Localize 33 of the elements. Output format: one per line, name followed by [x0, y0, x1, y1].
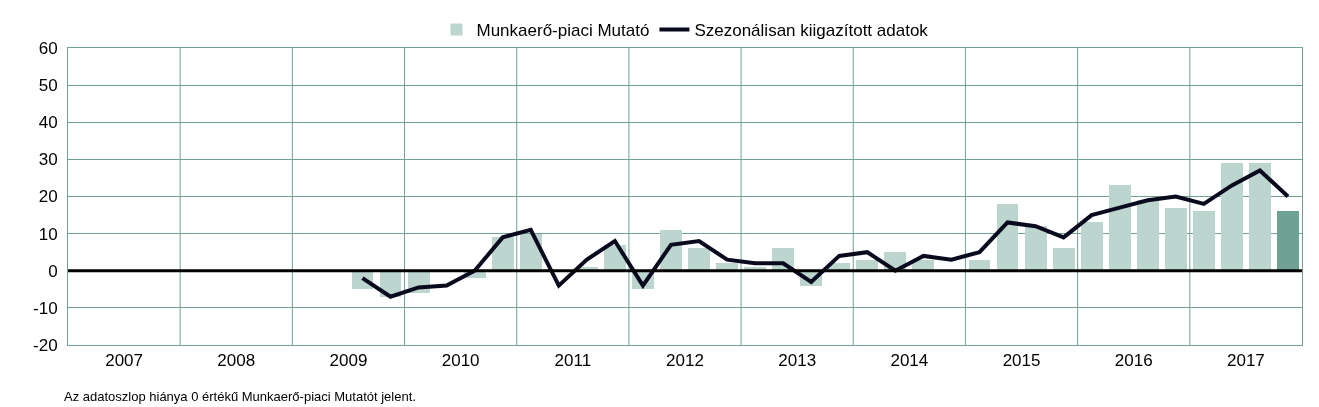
- text: Az adatoszlop hiánya 0 értékű Munkaerő-piaci Mutatót jelent.: [64, 389, 416, 404]
- x-tick-label: 2008: [217, 351, 256, 371]
- bar: [1221, 163, 1243, 271]
- bar: [688, 248, 710, 271]
- y-tick-label: 30: [38, 150, 58, 170]
- y-tick-label: 50: [38, 76, 58, 96]
- x-tick-label: 2011: [554, 351, 592, 371]
- bar: [1193, 211, 1215, 271]
- bar: [1137, 200, 1159, 271]
- y-tick-label: 40: [38, 113, 58, 133]
- x-tick-label: 2009: [329, 351, 368, 371]
- bar: [1165, 208, 1187, 271]
- x-tick-label: 2013: [778, 351, 817, 371]
- x-tick-label: 2017: [1227, 351, 1265, 371]
- x-tick-label: 2012: [666, 351, 704, 371]
- x-tick-label: 2016: [1114, 351, 1153, 371]
- y-tick-label: 0: [48, 261, 58, 281]
- line-series: [360, 168, 1290, 299]
- x-tick-label: 2007: [105, 351, 143, 371]
- bar: [1109, 185, 1131, 271]
- bar: [1081, 222, 1103, 271]
- y-tick-label: 10: [38, 224, 58, 244]
- y-tick-label: -10: [33, 298, 58, 318]
- legend-label: Munkaerő-piaci Mutató: [476, 21, 650, 41]
- x-tick-label: 2010: [441, 351, 480, 371]
- y-tick-label: -20: [33, 335, 58, 355]
- y-tick-label: 20: [38, 187, 58, 207]
- x-tick-label: 2015: [1002, 351, 1041, 371]
- x-tick-label: 2014: [890, 351, 929, 371]
- legend-label: Szezonálisan kiigazított adatok: [694, 21, 929, 41]
- y-tick-label: 60: [38, 38, 58, 58]
- bar: [1053, 248, 1075, 271]
- bar: [1249, 163, 1271, 271]
